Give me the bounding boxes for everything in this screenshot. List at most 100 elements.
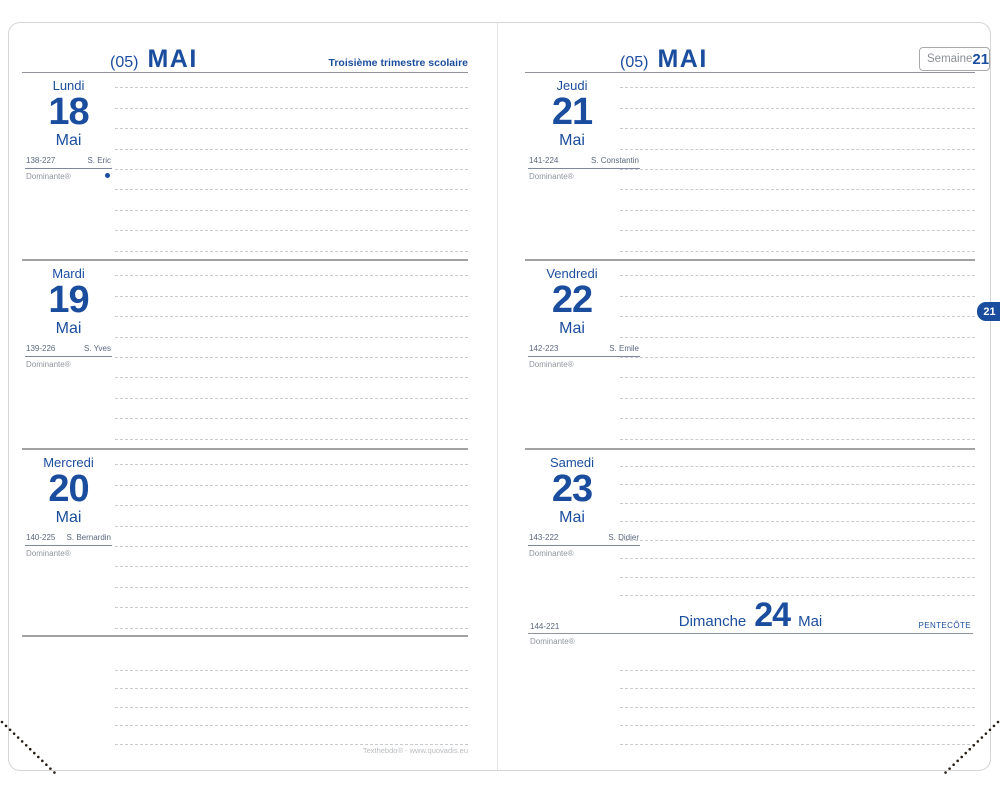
ruled-line bbox=[115, 399, 468, 420]
writing-lines bbox=[115, 68, 468, 252]
dominante-label: Dominante® bbox=[530, 637, 575, 646]
saint-name: S. Constantin bbox=[590, 156, 639, 165]
month-code: (05) bbox=[110, 54, 139, 71]
day-month: Mai bbox=[55, 132, 82, 149]
ruled-line bbox=[115, 170, 468, 191]
saint-name: S. Yves bbox=[84, 344, 111, 353]
day-block-lundi: Lundi 18 Mai 138-227 S. Eric Dominante® bbox=[22, 72, 468, 259]
ruled-line bbox=[115, 547, 468, 568]
month-code: (05) bbox=[620, 54, 649, 71]
ruled-line bbox=[620, 109, 975, 130]
day-name: Dimanche bbox=[678, 613, 747, 630]
saint-row: 140-225 S. Bernardin bbox=[25, 533, 112, 546]
day-number: 22 bbox=[551, 279, 593, 321]
writing-lines bbox=[115, 445, 468, 629]
day-block-samedi: Samedi 23 Mai 143-222 S. Didier Dominant… bbox=[525, 448, 975, 600]
ruled-line bbox=[620, 671, 975, 689]
day-month: Mai bbox=[559, 132, 585, 149]
saint-name: S. Eric bbox=[87, 156, 111, 165]
ruled-line bbox=[115, 231, 468, 252]
saint-row: 139-226 S. Yves bbox=[25, 344, 112, 357]
writing-lines bbox=[620, 68, 975, 252]
day-number: 23 bbox=[551, 468, 593, 510]
ruled-line bbox=[115, 150, 468, 170]
ruled-line bbox=[115, 486, 468, 507]
ruled-line bbox=[620, 522, 975, 541]
new-moon-icon bbox=[105, 173, 110, 178]
writing-lines bbox=[115, 256, 468, 440]
ruled-line bbox=[115, 419, 468, 440]
day-number: 24 bbox=[754, 596, 791, 634]
day-name: Vendredi bbox=[546, 266, 598, 281]
ruled-line bbox=[620, 448, 975, 467]
ruled-line bbox=[620, 358, 975, 379]
day-of-year-codes: 142-223 bbox=[529, 344, 559, 353]
ruled-line bbox=[620, 190, 975, 211]
day-number: 21 bbox=[551, 91, 593, 133]
week-label: Semaine bbox=[927, 53, 973, 65]
ruled-line bbox=[115, 378, 468, 399]
day-of-year-codes: 144-221 bbox=[530, 622, 560, 631]
day-block-mercredi: Mercredi 20 Mai 140-225 S. Bernardin Dom… bbox=[22, 448, 468, 635]
ruled-line bbox=[115, 726, 468, 745]
day-label-column: Lundi 18 Mai 138-227 S. Eric Dominante® bbox=[25, 73, 112, 181]
planner-page-edge bbox=[8, 22, 991, 771]
week-edge-tab: 21 bbox=[977, 302, 1000, 321]
writing-lines bbox=[620, 652, 975, 745]
ruled-line bbox=[620, 297, 975, 318]
sunday-title: Dimanche 24 Mai bbox=[528, 598, 973, 633]
ruled-line bbox=[115, 671, 468, 689]
ruled-line bbox=[620, 652, 975, 671]
month-name: MAI bbox=[657, 45, 708, 73]
ruled-line bbox=[620, 504, 975, 522]
saint-name: S. Emile bbox=[609, 344, 639, 353]
day-block-vendredi: Vendredi 22 Mai 142-223 S. Emile Dominan… bbox=[525, 259, 975, 448]
day-name: Mercredi bbox=[43, 455, 94, 470]
week-number-box: Semaine 21 bbox=[919, 47, 990, 71]
ruled-line bbox=[620, 541, 975, 559]
dominante-label: Dominante® bbox=[529, 549, 574, 558]
ruled-line bbox=[620, 129, 975, 150]
ruled-line bbox=[115, 88, 468, 109]
saint-name: S. Didier bbox=[608, 533, 639, 542]
writing-lines bbox=[620, 256, 975, 440]
ruled-line bbox=[620, 467, 975, 485]
month-name: MAI bbox=[147, 45, 198, 73]
day-month: Mai bbox=[55, 509, 82, 526]
ruled-line bbox=[115, 506, 468, 527]
week-number: 21 bbox=[972, 50, 990, 68]
ruled-line bbox=[115, 211, 468, 232]
day-name: Mardi bbox=[52, 266, 85, 281]
ruled-line bbox=[620, 689, 975, 708]
ruled-line bbox=[115, 256, 468, 277]
dominante-label: Dominante® bbox=[529, 360, 574, 369]
saint-row: 138-227 S. Eric bbox=[25, 156, 112, 169]
day-label-column: Mardi 19 Mai 139-226 S. Yves Dominante® bbox=[25, 261, 112, 369]
ruled-line bbox=[115, 338, 468, 358]
day-block-jeudi: Jeudi 21 Mai 141-224 S. Constantin Domin… bbox=[525, 72, 975, 259]
day-block-mardi: Mardi 19 Mai 139-226 S. Yves Dominante® bbox=[22, 259, 468, 448]
ruled-line bbox=[620, 88, 975, 109]
ruled-line bbox=[115, 358, 468, 379]
writing-lines bbox=[620, 448, 975, 596]
day-month: Mai bbox=[559, 320, 585, 337]
ruled-line bbox=[620, 170, 975, 191]
ruled-line bbox=[115, 689, 468, 708]
day-label-column: Mercredi 20 Mai 140-225 S. Bernardin Dom… bbox=[25, 450, 112, 558]
ruled-line bbox=[115, 68, 468, 89]
ruled-line bbox=[115, 190, 468, 211]
ruled-line bbox=[620, 338, 975, 358]
day-label-column: Vendredi 22 Mai 142-223 S. Emile Dominan… bbox=[528, 261, 640, 369]
ruled-line bbox=[115, 588, 468, 609]
ruled-line bbox=[620, 559, 975, 578]
day-number: 18 bbox=[48, 91, 89, 133]
day-month: Mai bbox=[559, 509, 585, 526]
writing-lines bbox=[115, 652, 468, 745]
right-page-header: (05) MAI bbox=[620, 45, 708, 74]
day-of-year-codes: 139-226 bbox=[26, 344, 56, 353]
saint-row: 143-222 S. Didier bbox=[528, 533, 640, 546]
ruled-line bbox=[620, 578, 975, 596]
ruled-line bbox=[620, 419, 975, 440]
saint-name: S. Bernardin bbox=[66, 533, 111, 542]
day-name: Lundi bbox=[52, 78, 85, 93]
